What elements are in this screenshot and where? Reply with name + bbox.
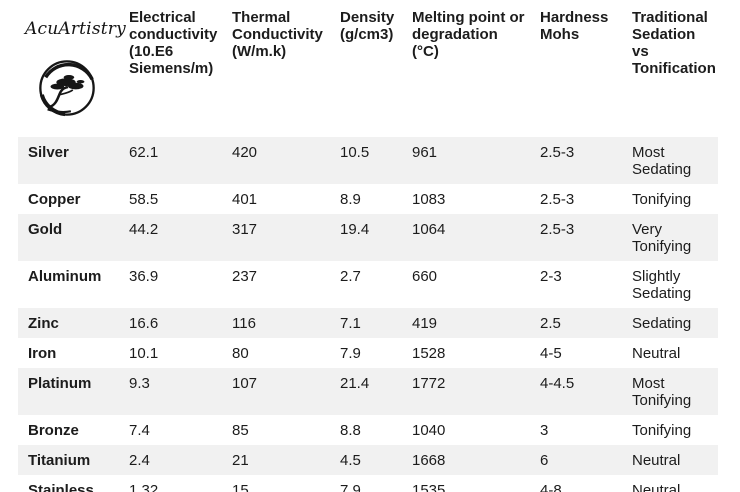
cell-hardness: 2.5-3 (540, 191, 575, 208)
cell-thermal: 21 (232, 452, 249, 469)
cell-thermal: 107 (232, 375, 258, 392)
metal-name: Copper (28, 191, 81, 208)
cell-melting: 1668 (412, 452, 446, 469)
cell-sedation: Neutral (632, 345, 681, 362)
cell-density: 7.1 (340, 315, 361, 332)
cell-melting: 419 (412, 315, 438, 332)
cell-thermal: 401 (232, 191, 258, 208)
cell-density: 8.8 (340, 422, 361, 439)
cell-density: 19.4 (340, 221, 370, 238)
header-hardness-mohs: Hardness Mohs (536, 0, 628, 137)
cell-electrical: 9.3 (129, 375, 150, 392)
cell-thermal: 116 (232, 315, 256, 332)
cell-sedation: Most Tonifying (632, 375, 692, 409)
table-row-iron: Iron 10.1 80 7.9 1528 4-5 Neutral (18, 338, 718, 368)
cell-thermal: 15 (232, 482, 249, 492)
cell-melting: 1535 (412, 482, 446, 492)
cell-melting: 961 (412, 144, 438, 161)
cell-sedation: Neutral (632, 482, 681, 492)
table-row-titanium: Titanium 2.4 21 4.5 1668 6 Neutral (18, 445, 718, 475)
metal-name: Silver (28, 144, 69, 161)
cell-electrical: 58.5 (129, 191, 159, 208)
cell-thermal: 237 (232, 268, 258, 285)
cell-electrical: 1.32 (129, 482, 159, 492)
bonsai-enso-circle-icon (39, 60, 95, 117)
metal-name: Iron (28, 345, 57, 362)
metal-name: Gold (28, 221, 63, 238)
table-row-bronze: Bronze 7.4 85 8.8 1040 3 Tonifying (18, 415, 718, 445)
cell-melting: 1528 (412, 345, 446, 362)
cell-density: 7.9 (340, 482, 361, 492)
header-melting-point: Melting point or degradation (°C) (408, 0, 536, 137)
metal-name: Aluminum (28, 268, 102, 285)
cell-melting: 1040 (412, 422, 446, 439)
table-row-platinum: Platinum 9.3 107 21.4 1772 4-4.5 Most To… (18, 368, 718, 415)
cell-hardness: 4-4.5 (540, 375, 575, 392)
cell-density: 10.5 (340, 144, 370, 161)
cell-electrical: 7.4 (129, 422, 150, 439)
cell-thermal: 85 (232, 422, 249, 439)
cell-electrical: 2.4 (129, 452, 150, 469)
metal-name: Zinc (28, 315, 59, 332)
cell-electrical: 44.2 (129, 221, 159, 238)
cell-hardness: 4-5 (540, 345, 562, 362)
cell-hardness: 2.5-3 (540, 221, 575, 238)
table-row-aluminum: Aluminum 36.9 237 2.7 660 2-3 Slightly S… (18, 261, 718, 308)
cell-melting: 1772 (412, 375, 446, 392)
cell-sedation: Very Tonifying (632, 221, 692, 255)
cell-sedation: Tonifying (632, 422, 692, 439)
table-row-zinc: Zinc 16.6 116 7.1 419 2.5 Sedating (18, 308, 718, 338)
cell-density: 21.4 (340, 375, 370, 392)
table-row-copper: Copper 58.5 401 8.9 1083 2.5-3 Tonifying (18, 184, 718, 214)
header-sedation-tonification: Traditional Sedation vs Tonification (628, 0, 718, 137)
cell-density: 4.5 (340, 452, 361, 469)
header-row: AcuArtistry Electr (18, 0, 718, 137)
cell-hardness: 2.5-3 (540, 144, 575, 161)
cell-hardness: 3 (540, 422, 549, 439)
cell-density: 2.7 (340, 268, 361, 285)
cell-thermal: 420 (232, 144, 258, 161)
cell-thermal: 317 (232, 221, 258, 238)
cell-hardness: 2-3 (540, 268, 562, 285)
cell-melting: 1083 (412, 191, 446, 208)
cell-hardness: 2.5 (540, 315, 561, 332)
cell-hardness: 4-8 (540, 482, 562, 492)
table-row-gold: Gold 44.2 317 19.4 1064 2.5-3 Very Tonif… (18, 214, 718, 261)
cell-electrical: 10.1 (129, 345, 159, 362)
metal-properties-table: AcuArtistry Electr (18, 0, 718, 492)
cell-electrical: 16.6 (129, 315, 159, 332)
metal-name: Platinum (28, 375, 92, 392)
cell-sedation: Tonifying (632, 191, 692, 208)
header-electrical-conductivity: Electrical conductivity (10.E6 Siemens/m… (125, 0, 228, 137)
table-row-stainless-steel: Stainless Steel (316L) 1.32 15 7.9 1535 … (18, 475, 718, 492)
cell-melting: 660 (412, 268, 438, 285)
cell-sedation: Most Sedating (632, 144, 692, 178)
brand-name: AcuArtistry (25, 19, 126, 39)
cell-electrical: 36.9 (129, 268, 159, 285)
cell-sedation: Sedating (632, 315, 692, 332)
cell-density: 7.9 (340, 345, 361, 362)
metal-name: Stainless Steel (316L) (28, 482, 94, 492)
cell-sedation: Neutral (632, 452, 681, 469)
brand-header-cell: AcuArtistry (18, 0, 126, 137)
cell-sedation: Slightly Sedating (632, 268, 692, 302)
cell-melting: 1064 (412, 221, 446, 238)
cell-thermal: 80 (232, 345, 249, 362)
cell-electrical: 62.1 (129, 144, 159, 161)
table-body: Silver 62.1 420 10.5 961 2.5-3 Most Seda… (18, 137, 718, 492)
table-header: AcuArtistry Electr (18, 0, 718, 137)
header-thermal-conductivity: Thermal Conductivity (W/m.k) (228, 0, 336, 137)
cell-hardness: 6 (540, 452, 549, 469)
table-row-silver: Silver 62.1 420 10.5 961 2.5-3 Most Seda… (18, 137, 718, 184)
metal-name: Titanium (28, 452, 91, 469)
header-density: Density (g/cm3) (336, 0, 408, 137)
metal-name: Bronze (28, 422, 79, 439)
cell-density: 8.9 (340, 191, 361, 208)
